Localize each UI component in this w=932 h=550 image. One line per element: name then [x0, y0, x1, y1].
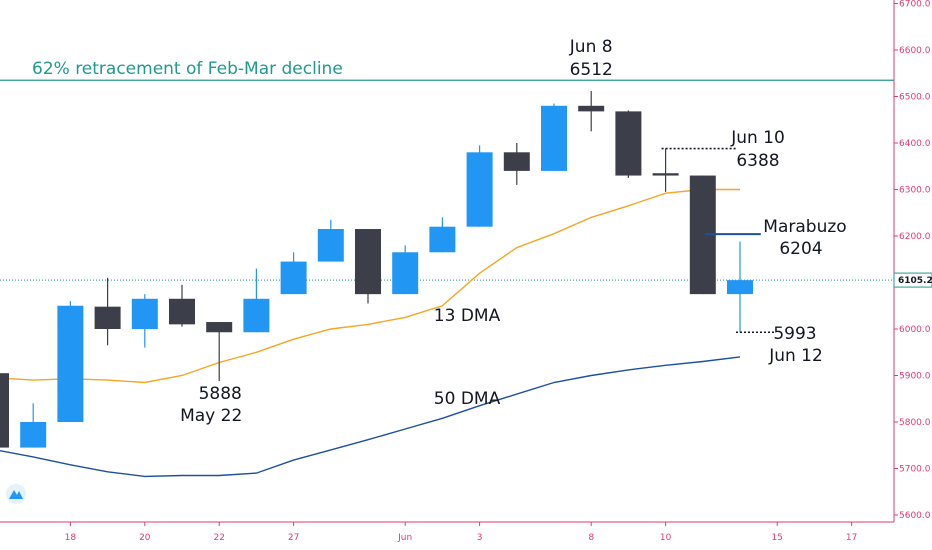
- marabuzo-label: Marabuzo: [763, 217, 846, 237]
- price-tick-label: 5600.0: [899, 511, 931, 521]
- candle-body: [503, 152, 530, 171]
- jun10-date-label: Jun 10: [730, 128, 785, 148]
- price-tick-label: 6300.0: [899, 186, 931, 196]
- candle: [280, 252, 307, 295]
- time-tick-label: 15: [771, 533, 782, 543]
- price-tick-label: 5900.0: [899, 372, 931, 382]
- candle-body: [94, 306, 121, 329]
- candle: [503, 143, 530, 185]
- candle: [317, 219, 344, 262]
- may22-value-label: 5888: [199, 384, 242, 404]
- candle-body: [615, 111, 642, 176]
- candle: [727, 241, 753, 333]
- logo-mountain-icon: [9, 490, 23, 499]
- candle: [652, 148, 679, 192]
- retracement-layer: 62% retracement of Feb-Mar decline: [0, 59, 894, 281]
- price-tick-label: 6600.0: [899, 46, 931, 56]
- time-tick-label: 27: [288, 533, 299, 543]
- may22-date-label: May 22: [180, 406, 242, 426]
- candle: [355, 229, 381, 304]
- candles-layer: [0, 90, 753, 448]
- candle-body: [429, 226, 456, 253]
- current-price-label: 6105.2: [898, 276, 932, 286]
- markers-layer: [661, 147, 776, 334]
- jun8-date-label: Jun 8: [569, 37, 613, 57]
- candle: [466, 145, 493, 227]
- time-tick-label: 20: [139, 533, 151, 543]
- candle: [578, 90, 605, 132]
- candle: [94, 277, 121, 346]
- candle-body: [392, 252, 419, 295]
- candle: [57, 301, 84, 422]
- time-tick-label: 17: [846, 533, 857, 543]
- candle-body: [727, 280, 753, 295]
- candle: [541, 103, 567, 171]
- candle: [615, 110, 642, 178]
- candle: [429, 217, 456, 253]
- candle-body: [57, 305, 84, 422]
- jun8-value-label: 6512: [570, 60, 613, 80]
- candle-body: [0, 373, 9, 448]
- price-tick-label: 6000.0: [899, 325, 931, 335]
- time-tick-label: Jun: [397, 533, 412, 543]
- time-tick-label: 22: [213, 533, 224, 543]
- candle-body: [169, 298, 195, 325]
- candle-body: [466, 152, 493, 227]
- retracement-label: 62% retracement of Feb-Mar decline: [32, 59, 343, 79]
- current-price-badge: [893, 272, 932, 288]
- jun10-value-label: 6388: [736, 151, 779, 171]
- candle: [243, 268, 270, 333]
- dma50-line: [0, 356, 741, 478]
- time-axis[interactable]: 18 20 22 27 Jun 3 8 10 15 17: [0, 521, 894, 543]
- candle-body: [206, 322, 233, 333]
- price-tick-label: 6500.0: [899, 93, 931, 103]
- time-tick-label: 3: [477, 533, 483, 543]
- candle: [131, 294, 158, 348]
- tradingview-logo[interactable]: [6, 484, 26, 504]
- candle: [20, 403, 47, 448]
- dma13-line: [0, 188, 740, 384]
- price-tick-label: 6400.0: [899, 139, 931, 149]
- price-tick-label: 5800.0: [899, 418, 931, 428]
- time-tick-label: 18: [65, 533, 77, 543]
- candle-body: [20, 422, 47, 448]
- dma50-label: 50 DMA: [434, 389, 501, 409]
- candle-body: [131, 298, 158, 329]
- candle-body: [355, 229, 381, 295]
- marabuzo-value-label: 6204: [779, 239, 822, 259]
- candle: [0, 373, 9, 448]
- candle-body: [541, 105, 567, 171]
- price-tick-label: 6200.0: [899, 232, 931, 242]
- price-tick-label: 6700.0: [899, 0, 931, 10]
- price-tick-label: 5700.0: [899, 465, 931, 475]
- jun12-date-label: Jun 12: [768, 346, 823, 366]
- candle-body: [243, 298, 270, 333]
- dma13-label: 13 DMA: [434, 306, 501, 326]
- candle: [206, 322, 233, 382]
- price-axis[interactable]: 5600.05700.05800.05900.06000.06100.06200…: [893, 0, 932, 522]
- moving-averages-layer: [0, 188, 741, 478]
- time-tick-label: 10: [660, 533, 672, 543]
- candle-body: [317, 229, 344, 262]
- candle-body: [652, 173, 679, 176]
- candle-body: [578, 105, 605, 112]
- time-tick-label: 8: [588, 533, 594, 543]
- jun12-value-label: 5993: [773, 324, 816, 344]
- candle: [392, 245, 419, 295]
- candle: [169, 284, 195, 327]
- candle-body: [280, 261, 307, 295]
